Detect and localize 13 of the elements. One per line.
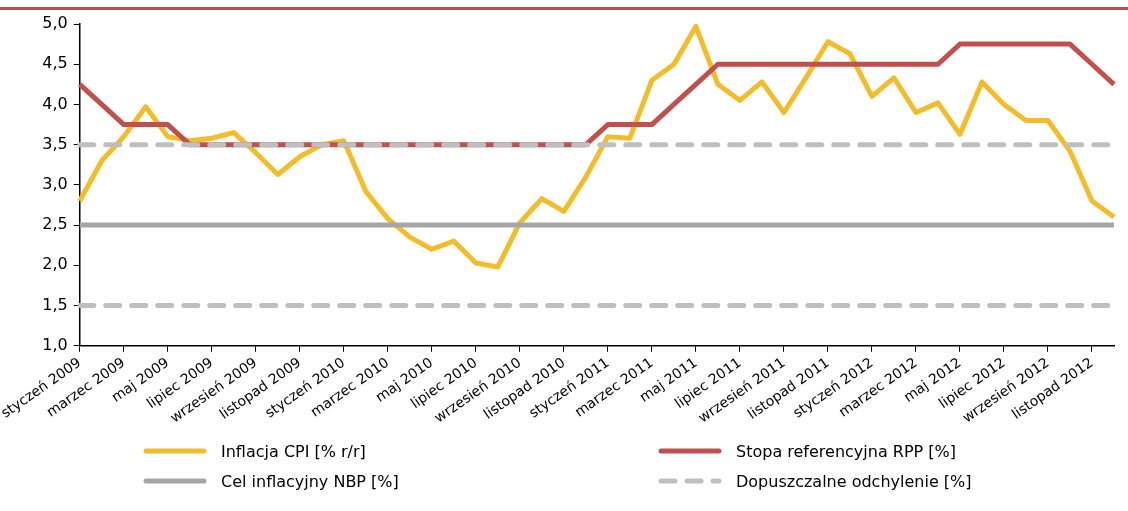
y-tick-label: 1,0 [42, 334, 68, 354]
y-tick-label: 2,0 [42, 254, 68, 274]
y-tick-label: 3,0 [42, 174, 68, 194]
legend-label: Stopa referencyjna RPP [%] [736, 441, 956, 461]
y-tick-label: 3,5 [42, 133, 68, 153]
legend-label: Cel inflacyjny NBP [%] [221, 471, 399, 491]
legend-label: Dopuszczalne odchylenie [%] [736, 471, 972, 491]
legend-label: Inflacja CPI [% r/r] [221, 441, 366, 461]
y-tick-label: 1,5 [42, 294, 68, 314]
y-tick-label: 5,0 [42, 13, 68, 33]
y-tick-label: 2,5 [42, 214, 68, 234]
y-tick-label: 4,0 [42, 93, 68, 113]
y-tick-label: 4,5 [42, 53, 68, 73]
